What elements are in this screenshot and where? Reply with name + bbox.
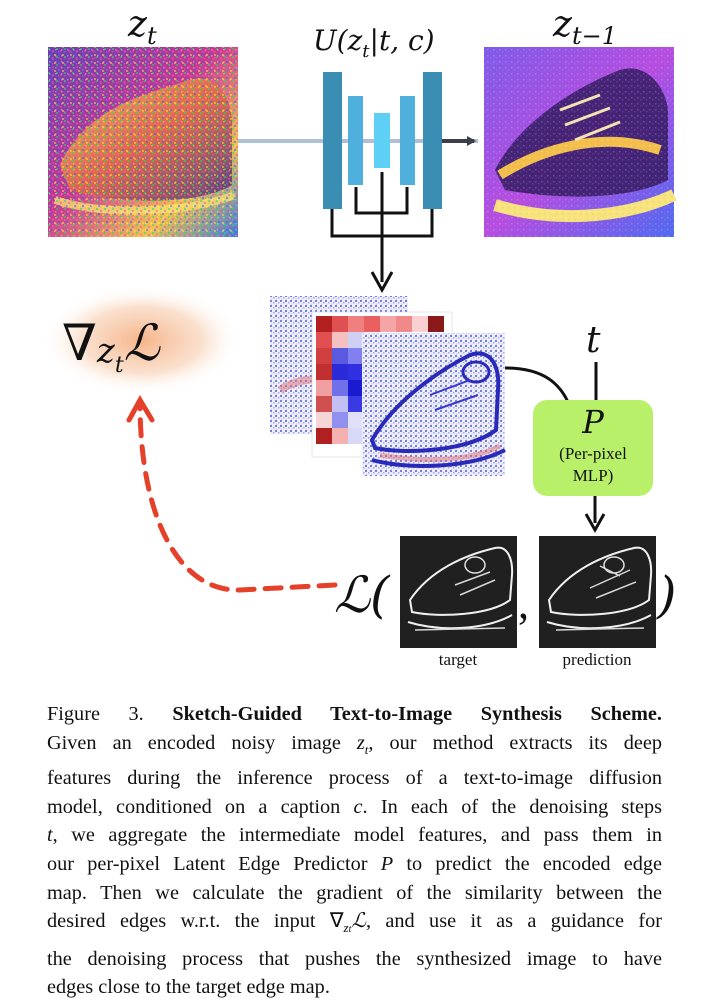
prediction-edge-map — [539, 536, 656, 648]
unet-label: U(zt|t, c) — [313, 24, 435, 62]
caption-line: map. Then we calculate the gradient of t… — [47, 881, 662, 904]
per-pixel-mlp-box: P (Per-pixel MLP) — [533, 400, 653, 496]
loss-symbol: ℒ( — [334, 566, 391, 624]
prediction-label: prediction — [563, 650, 632, 669]
unet-block — [323, 72, 442, 209]
denoised-output-image — [484, 47, 677, 237]
svg-text:∇ztℒ: ∇ztℒ — [62, 314, 161, 378]
noisy-input-image — [48, 47, 238, 237]
target-label: target — [439, 650, 478, 669]
caption-line: model, conditioned on a caption c. In ea… — [47, 795, 662, 818]
caption-line: Given an encoded noisy image zt, our met… — [47, 731, 662, 757]
down-arrow-head — [370, 271, 394, 294]
figure-diagram: zt U(zt|t, c) zt−1 ∇ztℒ — [42, 4, 677, 669]
gradient-label: ∇ztℒ — [42, 285, 242, 395]
svg-text:MLP): MLP) — [573, 466, 614, 485]
zt-minus-1-label: zt−1 — [552, 4, 617, 50]
loss-comma: , — [518, 579, 529, 628]
feature-edge-map — [362, 333, 506, 476]
guidance-arrow — [137, 399, 338, 593]
timestep-label: t — [586, 320, 601, 361]
caption-line: t, we aggregate the intermediate model f… — [47, 824, 662, 847]
features-to-mlp-connector — [504, 366, 570, 403]
caption-line: edges close to the target edge map. — [47, 976, 330, 999]
zt-label: zt — [127, 4, 157, 50]
feature-aggregation-bracket — [330, 172, 434, 282]
svg-text:P: P — [581, 403, 604, 441]
figure-caption: Figure 3. Sketch-Guided Text-to-Image Sy… — [47, 700, 662, 1002]
caption-line: our per-pixel Latent Edge Predictor P to… — [47, 853, 662, 876]
caption-line: desired edges w.r.t. the input ∇ztℒ, and… — [47, 910, 663, 936]
loss-close-paren: ) — [656, 566, 677, 624]
svg-text:(Per-pixel: (Per-pixel — [559, 444, 627, 463]
caption-line: features during the inference process of… — [47, 767, 662, 790]
target-edge-map — [400, 536, 517, 648]
caption-line: Figure 3. Sketch-Guided Text-to-Image Sy… — [47, 703, 662, 725]
caption-line: the denoising process that pushes the sy… — [47, 947, 662, 970]
feature-map-stack — [270, 296, 506, 476]
